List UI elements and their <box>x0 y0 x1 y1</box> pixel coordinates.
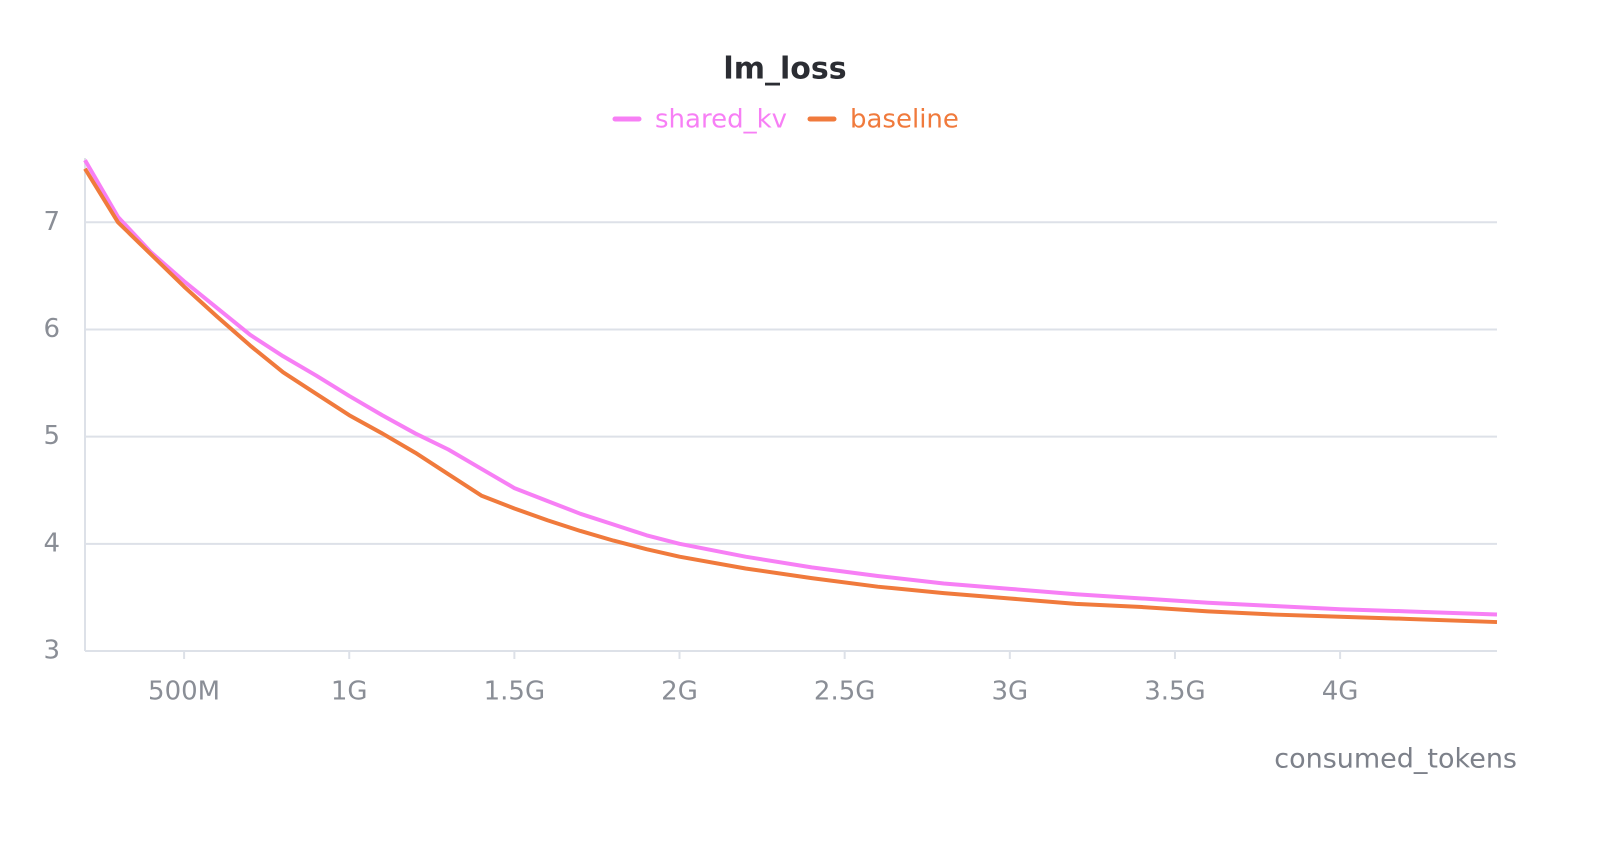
x-tick-label: 3G <box>991 677 1028 707</box>
x-tick-label: 2.5G <box>814 677 876 707</box>
x-tick-label: 4G <box>1322 677 1359 707</box>
x-tick-label: 2G <box>661 677 698 707</box>
x-axis-label: consumed_tokens <box>1274 744 1517 775</box>
x-tick-label: 1.5G <box>484 677 546 707</box>
legend-label: baseline <box>850 105 959 135</box>
y-tick-label: 4 <box>43 528 60 558</box>
y-tick-label: 3 <box>43 636 60 666</box>
x-tick-label: 1G <box>331 677 368 707</box>
x-tick-label: 500M <box>148 677 220 707</box>
series-line <box>83 167 1498 625</box>
y-tick-label: 7 <box>43 207 60 237</box>
y-tick-label: 5 <box>43 421 60 451</box>
chart-title: lm_loss <box>723 52 846 87</box>
y-tick-label: 6 <box>43 314 60 344</box>
x-tick-label: 3.5G <box>1144 677 1206 707</box>
series-line <box>83 159 1498 617</box>
legend-label: shared_kv <box>655 105 787 135</box>
